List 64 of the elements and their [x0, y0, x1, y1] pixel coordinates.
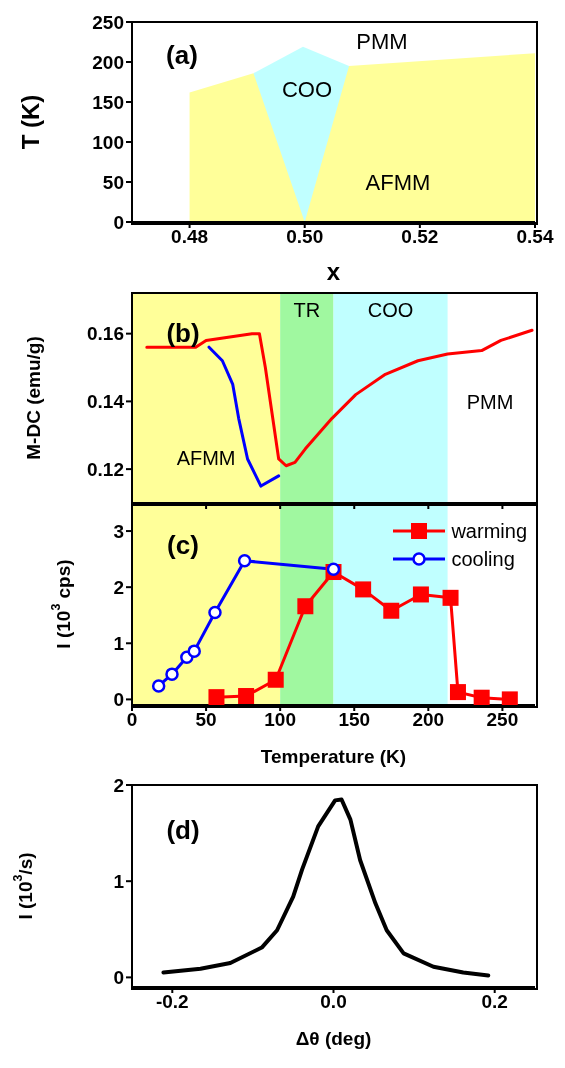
x-axis-title: x: [326, 258, 341, 285]
annotation: PMM: [356, 29, 408, 54]
y-tick-label: 100: [92, 131, 124, 153]
point: [208, 605, 222, 620]
y-tick-label: 50: [102, 171, 124, 193]
x-tick-label: 250: [486, 709, 519, 731]
x-tick-label: 0.50: [286, 226, 324, 248]
annotation: COO: [281, 77, 333, 102]
x-axis-title: Δθ (deg): [295, 1028, 372, 1049]
point: [238, 688, 255, 705]
point: [473, 689, 490, 705]
y-tick-label: 0: [113, 967, 124, 989]
y-tick-label: 3: [113, 520, 124, 542]
y-tick-label: 1: [113, 633, 125, 655]
band-label: TR: [293, 299, 321, 322]
x-tick-label: 0.48: [171, 226, 209, 248]
x-tick-label: 50: [195, 709, 217, 731]
point: [501, 691, 518, 705]
point: [449, 684, 466, 701]
point: [355, 581, 372, 598]
annotation: AFMM: [365, 170, 431, 195]
point: [237, 554, 252, 568]
y-axis-title: M-DC (emu/g): [22, 336, 44, 460]
y-tick-label: 2: [113, 774, 124, 796]
band-label: COO: [367, 299, 414, 322]
y-tick-label: 200: [92, 51, 124, 73]
y-tick-label: 0: [113, 689, 124, 711]
point: [151, 679, 166, 693]
y-tick-label: 2: [113, 576, 124, 598]
annotation: (d): [166, 815, 200, 845]
x-tick-label: -0.2: [155, 991, 189, 1013]
x-tick-label: 0.2: [481, 991, 508, 1013]
x-axis-title: Temperature (K): [260, 746, 407, 767]
x-tick-label: 150: [338, 709, 371, 731]
annotation: (c): [167, 530, 199, 560]
x-tick-label: 100: [264, 709, 297, 731]
y-tick-label: 1: [113, 870, 125, 892]
legend-label: cooling: [451, 547, 515, 571]
annotation: PMM: [466, 391, 514, 413]
x-tick-label: 0.52: [401, 226, 439, 248]
band-label: AFMM: [176, 447, 236, 469]
point: [297, 598, 314, 615]
x-tick-label: 0.0: [320, 991, 347, 1013]
x-tick-label: 200: [412, 709, 445, 731]
point: [267, 671, 284, 688]
point: [412, 586, 429, 603]
point: [165, 667, 179, 681]
annotation: (a): [166, 40, 198, 70]
line-series: [161, 797, 491, 978]
x-tick-label: 0.54: [516, 226, 554, 248]
y-tick-label: 0.12: [87, 458, 124, 480]
y-tick-label: 0: [113, 211, 124, 233]
legend-label: warming: [451, 519, 527, 543]
point: [442, 589, 459, 606]
y-axis-title: T (K): [16, 94, 44, 150]
point: [187, 644, 201, 658]
y-tick-label: 150: [92, 91, 124, 113]
point: [326, 562, 341, 576]
y-tick-label: 0.14: [87, 391, 125, 413]
y-tick-label: 250: [92, 11, 124, 33]
annotation: (b): [166, 318, 200, 348]
point: [383, 602, 400, 619]
point: [208, 689, 225, 705]
y-tick-label: 0.16: [87, 323, 124, 345]
